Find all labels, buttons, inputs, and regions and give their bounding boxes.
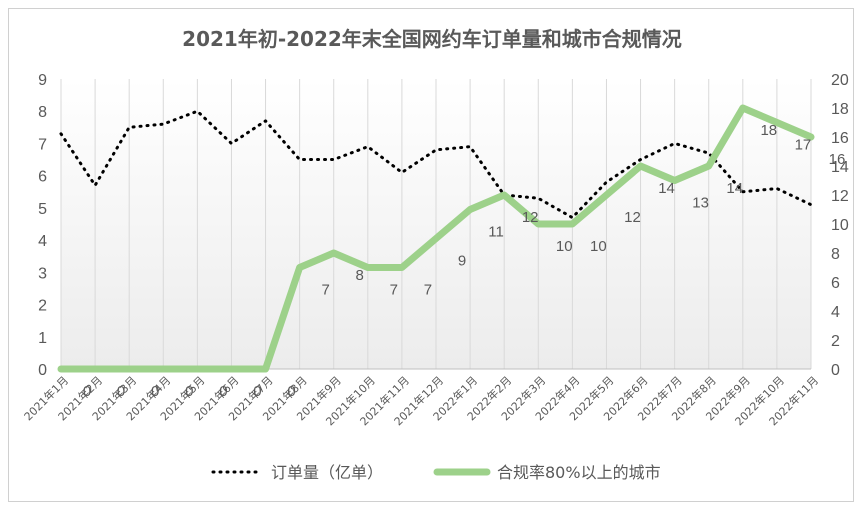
data-label-compliance: 8 — [356, 267, 364, 284]
y-right-tick-label: 10 — [831, 217, 849, 234]
y-left-tick-label: 2 — [38, 298, 47, 315]
y-right-tick-label: 12 — [831, 188, 849, 205]
series-line-compliance — [57, 104, 815, 373]
data-labels: 0 0 0 0 0 0 0 7 8 7 7 9 11 12 10 10 12 14 13 14 18 17 16 — [83, 122, 846, 400]
data-label-compliance: 0 — [219, 383, 227, 400]
legend-label-compliance: 合规率80%以上的城市 — [497, 463, 661, 482]
y-right-tick-label: 8 — [831, 246, 840, 263]
data-label-compliance: 14 — [658, 180, 675, 197]
y-left-tick-label: 7 — [38, 136, 47, 153]
data-label-compliance: 0 — [151, 383, 159, 400]
legend-label-orders: 订单量（亿单） — [271, 463, 383, 482]
data-label-compliance: 10 — [556, 238, 573, 255]
y-left-tick-label: 1 — [38, 330, 47, 347]
y-left-tick-label: 0 — [38, 362, 47, 379]
data-label-compliance: 7 — [390, 282, 398, 299]
data-label-compliance: 10 — [590, 238, 607, 255]
data-label-compliance: 9 — [458, 253, 466, 270]
legend: 订单量（亿单） 合规率80%以上的城市 — [211, 463, 661, 482]
data-label-compliance: 0 — [185, 383, 193, 400]
y-right-tick-label: 14 — [831, 159, 849, 176]
data-label-compliance: 11 — [488, 224, 504, 241]
data-label-compliance: 0 — [287, 383, 295, 400]
y-right-tick-label: 4 — [831, 304, 840, 321]
data-label-compliance: 14 — [726, 180, 743, 197]
series — [57, 104, 815, 373]
y-left-tick-label: 8 — [38, 104, 47, 121]
data-label-compliance: 0 — [253, 383, 261, 400]
line-chart: 2021年初-2022年末全国网约车订单量和城市合规情况 01234567890… — [21, 27, 849, 482]
y-right-tick-label: 16 — [831, 130, 849, 147]
data-label-compliance: 7 — [424, 282, 432, 299]
y-right-tick-label: 2 — [831, 333, 840, 350]
data-label-compliance: 16 — [829, 151, 846, 168]
y-left-tick-label: 4 — [38, 233, 47, 250]
data-label-compliance: 17 — [795, 137, 812, 154]
data-label-compliance: 0 — [83, 383, 91, 400]
data-label-compliance: 12 — [624, 209, 641, 226]
y-right-tick-label: 0 — [831, 362, 840, 379]
y-right-tick-label: 18 — [831, 101, 849, 118]
y-right-tick-label: 6 — [831, 275, 840, 292]
y-left-tick-label: 9 — [38, 72, 47, 89]
data-label-compliance: 18 — [760, 122, 777, 139]
y-right-tick-label: 20 — [831, 72, 849, 89]
series-line-orders — [59, 109, 813, 220]
y-left-tick-label: 6 — [38, 169, 47, 186]
y-left-tick-label: 3 — [38, 265, 47, 282]
chart-title: 2021年初-2022年末全国网约车订单量和城市合规情况 — [182, 27, 682, 51]
data-label-compliance: 13 — [692, 195, 709, 212]
y-left-tick-label: 5 — [38, 201, 47, 218]
data-label-compliance: 0 — [117, 383, 125, 400]
data-label-compliance: 12 — [522, 209, 539, 226]
data-label-compliance: 7 — [321, 282, 329, 299]
